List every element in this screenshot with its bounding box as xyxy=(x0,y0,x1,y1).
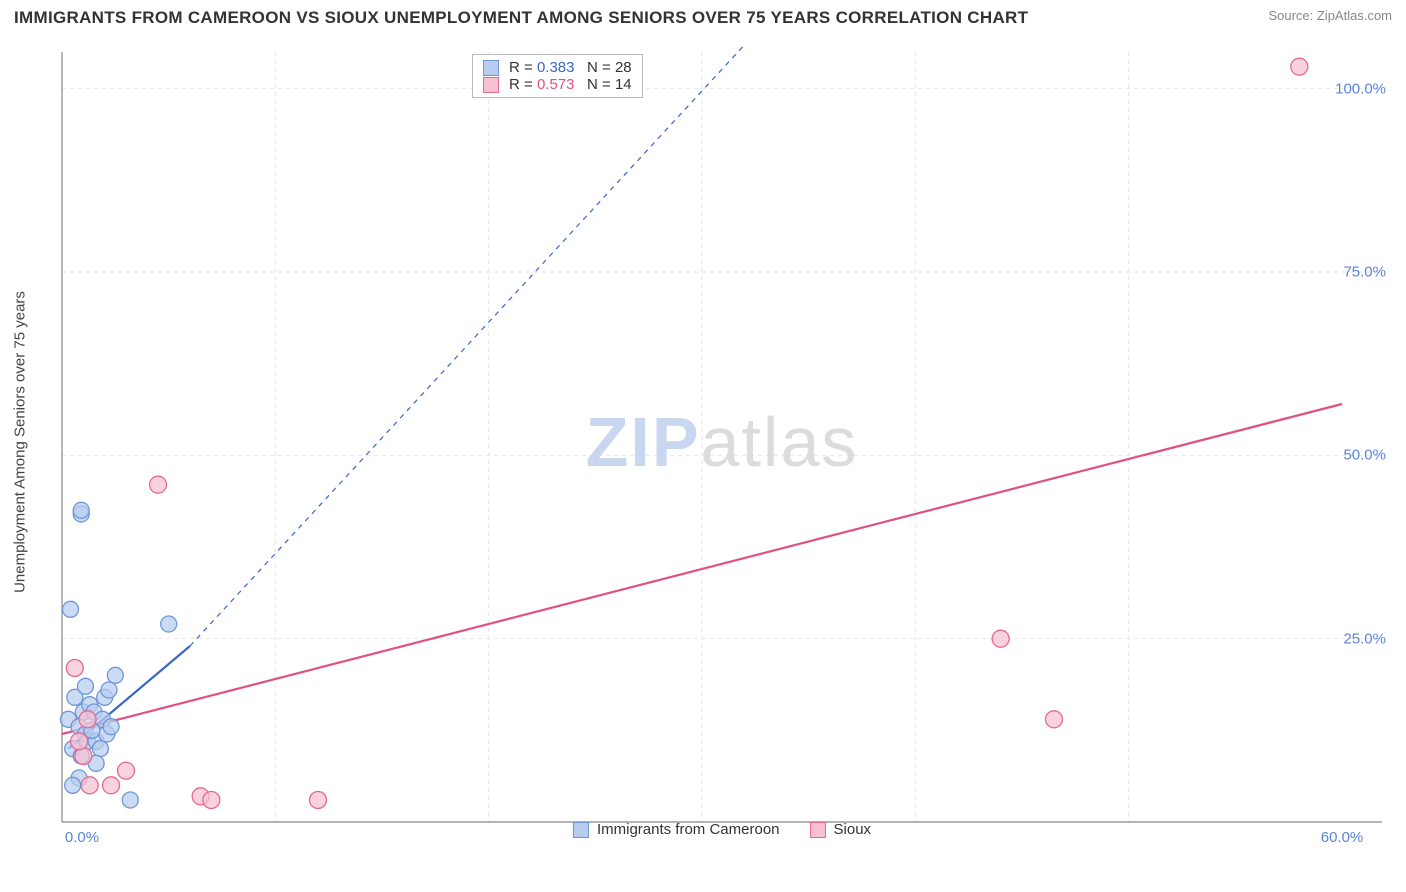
correlation-row: R = 0.573 N = 14 xyxy=(483,76,632,93)
y-tick-label: 50.0% xyxy=(1343,447,1386,464)
chart-title: IMMIGRANTS FROM CAMEROON VS SIOUX UNEMPL… xyxy=(14,8,1028,28)
y-tick-label: 25.0% xyxy=(1343,630,1386,647)
source-label: Source: ZipAtlas.com xyxy=(1268,8,1392,23)
series-legend: Immigrants from Cameroon Sioux xyxy=(573,821,871,838)
scatter-plot xyxy=(52,42,1392,842)
legend-swatch xyxy=(573,822,589,838)
legend-label: Sioux xyxy=(834,821,872,838)
y-tick-label: 75.0% xyxy=(1343,264,1386,281)
chart-area: Unemployment Among Seniors over 75 years… xyxy=(52,42,1392,842)
correlation-legend: R = 0.383 N = 28R = 0.573 N = 14 xyxy=(472,54,643,98)
y-tick-label: 100.0% xyxy=(1335,80,1386,97)
legend-swatch xyxy=(810,822,826,838)
x-tick-label: 0.0% xyxy=(65,829,99,846)
legend-swatch xyxy=(483,60,499,76)
legend-swatch xyxy=(483,77,499,93)
legend-label: Immigrants from Cameroon xyxy=(597,821,780,838)
y-axis-label: Unemployment Among Seniors over 75 years xyxy=(12,291,29,593)
legend-item: Sioux xyxy=(810,821,872,838)
correlation-row: R = 0.383 N = 28 xyxy=(483,59,632,76)
legend-item: Immigrants from Cameroon xyxy=(573,821,780,838)
x-tick-label: 60.0% xyxy=(1321,829,1364,846)
